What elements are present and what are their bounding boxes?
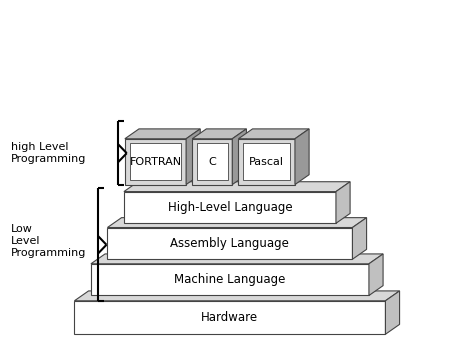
Bar bbox=[243, 143, 290, 180]
Text: Low
Level
Programming: Low Level Programming bbox=[11, 224, 86, 257]
Polygon shape bbox=[192, 129, 246, 139]
Polygon shape bbox=[91, 254, 383, 264]
Text: Pascal: Pascal bbox=[249, 157, 284, 166]
Text: C: C bbox=[209, 157, 216, 166]
Polygon shape bbox=[385, 291, 400, 334]
Bar bbox=[197, 143, 228, 180]
Text: Hardware: Hardware bbox=[201, 311, 258, 324]
Text: Machine Language: Machine Language bbox=[174, 273, 286, 286]
Text: High-Level Language: High-Level Language bbox=[168, 201, 292, 214]
Bar bbox=[91, 264, 369, 295]
Polygon shape bbox=[108, 218, 366, 228]
Text: Assembly Language: Assembly Language bbox=[171, 237, 289, 250]
Polygon shape bbox=[369, 254, 383, 295]
Bar bbox=[125, 139, 186, 185]
Polygon shape bbox=[74, 291, 400, 301]
Polygon shape bbox=[125, 129, 200, 139]
Bar bbox=[238, 139, 295, 185]
Bar bbox=[74, 301, 385, 334]
Polygon shape bbox=[295, 129, 309, 185]
Polygon shape bbox=[336, 182, 350, 223]
Bar bbox=[129, 143, 182, 180]
Polygon shape bbox=[238, 129, 309, 139]
Text: FORTRAN: FORTRAN bbox=[129, 157, 182, 166]
Polygon shape bbox=[353, 218, 366, 259]
Polygon shape bbox=[186, 129, 200, 185]
Bar bbox=[192, 139, 232, 185]
Polygon shape bbox=[232, 129, 246, 185]
Text: high Level
Programming: high Level Programming bbox=[11, 142, 86, 164]
Polygon shape bbox=[124, 182, 350, 192]
Bar bbox=[124, 192, 336, 223]
Bar bbox=[108, 228, 353, 259]
